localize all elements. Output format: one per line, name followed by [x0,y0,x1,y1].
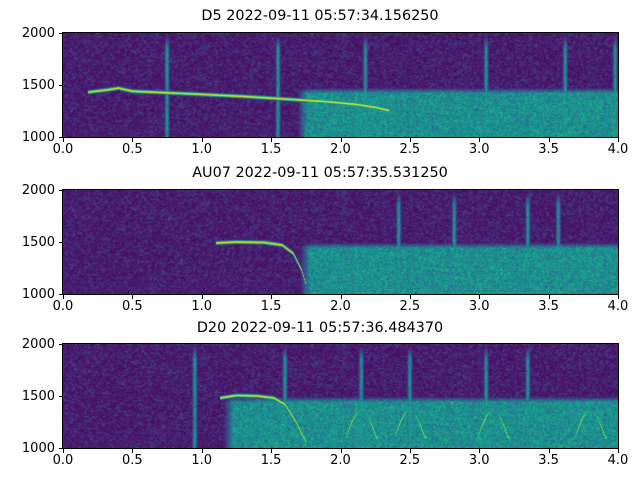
x-tick-mark [618,449,619,453]
x-tick-label: 2.0 [330,142,351,157]
x-tick-mark [410,295,411,299]
y-tick-label: 2000 [21,336,55,352]
x-tick-label: 2.5 [399,453,421,468]
x-tick-mark [63,295,64,299]
x-tick-mark [549,295,550,299]
y-tick-label: 2000 [21,25,55,41]
x-tick-label: 4.0 [607,299,629,314]
x-tick-mark [410,449,411,453]
spectrogram-image-1 [63,33,618,137]
y-tick-mark [58,448,62,449]
y-tick-mark [58,344,62,345]
x-tick-label: 0.0 [52,299,74,314]
y-tick-label: 1500 [21,234,55,250]
x-tick-mark [479,295,480,299]
x-tick-label: 2.5 [399,142,421,157]
plot-area-3 [62,343,619,449]
y-tick-mark [58,85,62,86]
y-tick-label: 1000 [21,129,55,145]
x-tick-mark [618,295,619,299]
x-tick-mark [63,138,64,142]
x-tick-label: 3.5 [538,453,559,468]
x-tick-label: 0.0 [52,142,74,157]
x-tick-mark [549,449,550,453]
x-tick-label: 3.5 [538,299,559,314]
y-tick-label: 1000 [21,286,55,302]
x-tick-mark [132,295,133,299]
spectrogram-image-3 [63,344,618,448]
y-tick-mark [58,396,62,397]
x-tick-label: 1.5 [260,453,282,468]
y-tick-label: 1500 [21,388,55,404]
plot-area-2 [62,189,619,295]
x-tick-label: 3.0 [468,299,490,314]
x-tick-mark [618,138,619,142]
x-tick-mark [479,449,480,453]
x-tick-label: 3.0 [468,453,490,468]
y-tick-label: 2000 [21,182,55,198]
x-tick-label: 2.0 [330,453,351,468]
x-tick-label: 1.0 [191,299,213,314]
x-tick-mark [202,449,203,453]
x-tick-mark [132,138,133,142]
panel-title-3: D20 2022-09-11 05:57:36.484370 [196,320,444,336]
x-tick-label: 1.0 [191,142,213,157]
x-tick-mark [549,138,550,142]
y-tick-mark [58,190,62,191]
x-tick-mark [410,138,411,142]
x-tick-label: 0.0 [52,453,74,468]
x-tick-mark [341,295,342,299]
spectrogram-image-2 [63,190,618,294]
panel-title-1: D5 2022-09-11 05:57:34.156250 [201,8,439,24]
x-tick-mark [341,449,342,453]
x-tick-mark [202,138,203,142]
y-tick-label: 1500 [21,77,55,93]
x-tick-mark [271,449,272,453]
x-tick-mark [479,138,480,142]
y-tick-mark [58,242,62,243]
x-tick-label: 0.5 [122,453,143,468]
x-tick-label: 0.5 [122,142,143,157]
x-tick-label: 1.5 [260,299,282,314]
x-tick-mark [341,138,342,142]
plot-area-1 [62,32,619,138]
x-tick-label: 3.5 [538,142,559,157]
x-tick-label: 4.0 [607,142,629,157]
y-tick-mark [58,294,62,295]
x-tick-mark [271,138,272,142]
x-tick-label: 1.0 [191,453,213,468]
y-tick-mark [58,33,62,34]
x-tick-mark [271,295,272,299]
x-tick-label: 1.5 [260,142,282,157]
x-tick-label: 0.5 [122,299,143,314]
y-tick-label: 1000 [21,440,55,456]
x-tick-mark [202,295,203,299]
x-tick-mark [132,449,133,453]
y-tick-mark [58,137,62,138]
x-tick-label: 3.0 [468,142,490,157]
panel-title-2: AU07 2022-09-11 05:57:35.531250 [192,165,448,181]
x-tick-mark [63,449,64,453]
x-tick-label: 2.5 [399,299,421,314]
x-tick-label: 2.0 [330,299,351,314]
x-tick-label: 4.0 [607,453,629,468]
